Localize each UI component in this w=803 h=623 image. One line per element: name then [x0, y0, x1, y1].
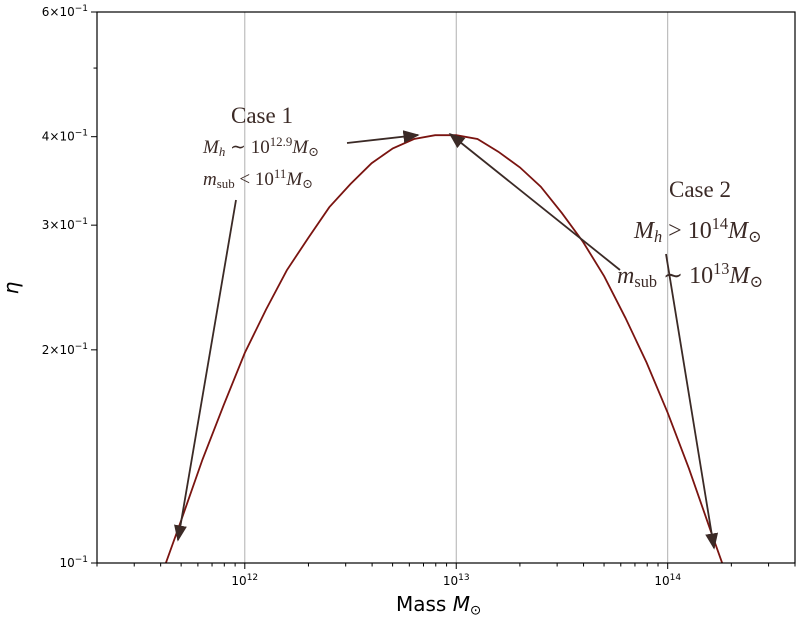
- x-tick-label: 1013: [443, 573, 470, 588]
- case1-l2-exp: 11: [273, 165, 287, 181]
- case1-l1-asub: h: [218, 144, 226, 160]
- annotation-arrow: [665, 253, 719, 550]
- x-axis-label-text: Mass: [396, 592, 447, 616]
- case1-l2-rel: < 10: [234, 169, 274, 190]
- y-tick-label: 6×10−1: [42, 4, 88, 19]
- y-axis-label: η: [0, 281, 23, 294]
- annotation-arrows: [174, 130, 719, 550]
- case2-l1-rel: > 10: [662, 218, 712, 244]
- case1-l2-bsub: ⊙: [302, 176, 313, 192]
- case1-l1-a: M: [203, 137, 219, 158]
- case1-l2-asub: sub: [216, 176, 235, 192]
- case1-line1: Mh ∼ 1012.9M⊙: [203, 133, 319, 160]
- case2-l2-a: m: [617, 263, 635, 289]
- case1-line2: msub < 1011M⊙: [203, 165, 313, 192]
- annotation-arrow: [448, 132, 621, 271]
- x-axis-label-symbol: M: [452, 592, 470, 616]
- case2-l2-bsub: ⊙: [749, 272, 764, 292]
- case1-l1-b: M: [292, 137, 309, 158]
- x-axis-label-sub: ⊙: [469, 602, 482, 619]
- case1-l2-b: M: [286, 169, 303, 190]
- case2-l2-rel: ∼ 10: [657, 263, 714, 289]
- case2-line1: Mh > 1014M⊙: [634, 215, 762, 247]
- case2-l1-a: M: [634, 218, 654, 244]
- annotation-arrow: [346, 130, 420, 144]
- case1-title: Case 1: [231, 103, 293, 128]
- x-tick-label: 1012: [231, 573, 258, 588]
- case2-l2-exp: 13: [713, 259, 730, 279]
- ticks: 1012 1013 1014 10−1 2×10−1 3×10−1 4×10−1 6×10−1: [42, 4, 796, 588]
- case2-l2-b: M: [729, 263, 750, 289]
- case2-line2: msub ∼ 1013M⊙: [617, 259, 764, 292]
- y-tick-label: 3×10−1: [42, 217, 88, 232]
- case2-l1-b: M: [728, 218, 749, 244]
- y-tick-label: 10−1: [59, 555, 88, 570]
- plot-frame: [96, 11, 796, 564]
- case1-l1-rel: ∼ 10: [225, 137, 270, 158]
- x-axis-label: Mass M⊙: [396, 592, 482, 619]
- case2-title: Case 2: [669, 177, 731, 202]
- case2-l1-bsub: ⊙: [748, 227, 762, 247]
- series-group: [164, 134, 724, 563]
- case1-l1-exp: 12.9: [269, 133, 293, 149]
- case2-l1-asub: h: [654, 227, 663, 247]
- case1-l2-a: m: [203, 169, 217, 190]
- case1-l1-bsub: ⊙: [308, 144, 319, 160]
- series-line: [164, 134, 724, 563]
- annotation-arrow: [174, 199, 237, 542]
- case2-l2-asub: sub: [634, 272, 658, 292]
- y-tick-label: 2×10−1: [42, 342, 88, 357]
- x-tick-label: 1014: [654, 573, 681, 588]
- case2-l1-exp: 14: [711, 214, 729, 234]
- grid: [244, 12, 669, 563]
- y-tick-label: 4×10−1: [42, 129, 88, 144]
